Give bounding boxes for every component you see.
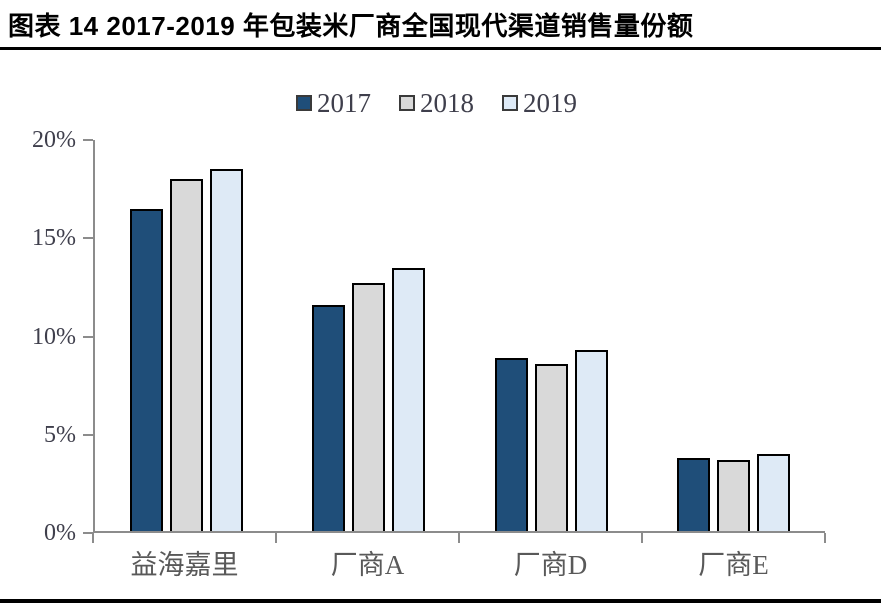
figure-title: 图表 14 2017-2019 年包装米厂商全国现代渠道销售量份额: [8, 11, 694, 41]
x-axis-category-label: 厂商A: [330, 550, 405, 580]
bar-2017-厂商A: [312, 305, 346, 531]
y-axis-tick: [83, 433, 93, 436]
legend-swatch-icon: [296, 95, 312, 111]
bar-2018-益海嘉里: [169, 179, 203, 531]
bar-group-3: [460, 140, 643, 531]
plot-area: [93, 140, 825, 533]
legend-label: 2017: [317, 87, 371, 118]
bar-2017-厂商E: [677, 458, 711, 531]
legend-swatch-icon: [399, 95, 415, 111]
y-axis-tick: [83, 532, 93, 534]
legend-item-2017: 2017: [296, 87, 371, 118]
bar-2018-厂商D: [534, 364, 568, 531]
bar-2019-益海嘉里: [209, 169, 243, 531]
legend-item-2018: 2018: [399, 87, 474, 118]
x-axis-category-label: 益海嘉里: [130, 550, 239, 580]
x-axis-tick: [641, 533, 643, 543]
x-axis-tick: [824, 533, 826, 543]
x-axis-category-label: 厂商D: [513, 550, 588, 580]
bar-2017-益海嘉里: [129, 208, 163, 531]
legend-label: 2018: [420, 87, 474, 118]
x-axis-tick: [92, 533, 94, 543]
y-axis-tick-label: 5%: [44, 421, 76, 448]
bottom-divider: [0, 599, 881, 603]
y-axis-tick-label: 15%: [32, 225, 76, 252]
x-axis-category-label: 厂商E: [698, 550, 769, 580]
bar-group-1: [95, 140, 278, 531]
bar-2018-厂商E: [717, 460, 751, 531]
y-axis-tick-label: 10%: [32, 323, 76, 350]
y-axis-tick-label: 20%: [32, 127, 76, 153]
bar-2019-厂商E: [757, 454, 791, 531]
x-axis-tick: [458, 533, 460, 543]
legend-swatch-icon: [502, 95, 518, 111]
bar-2019-厂商A: [392, 267, 426, 531]
y-axis-tick-label: 0%: [44, 520, 76, 546]
bar-group-2: [278, 140, 461, 531]
y-axis-tick: [83, 139, 93, 141]
legend-label: 2019: [523, 87, 577, 118]
bar-2018-厂商A: [352, 283, 386, 531]
chart-legend: 2017 2018 2019: [296, 88, 577, 118]
legend-item-2019: 2019: [502, 87, 577, 118]
bar-2017-厂商D: [494, 358, 528, 531]
bar-group-4: [643, 140, 826, 531]
title-divider: [0, 47, 881, 50]
y-axis-tick: [83, 237, 93, 240]
y-axis-tick: [83, 335, 93, 338]
bar-2019-厂商D: [574, 350, 608, 531]
x-axis-tick: [275, 533, 277, 543]
